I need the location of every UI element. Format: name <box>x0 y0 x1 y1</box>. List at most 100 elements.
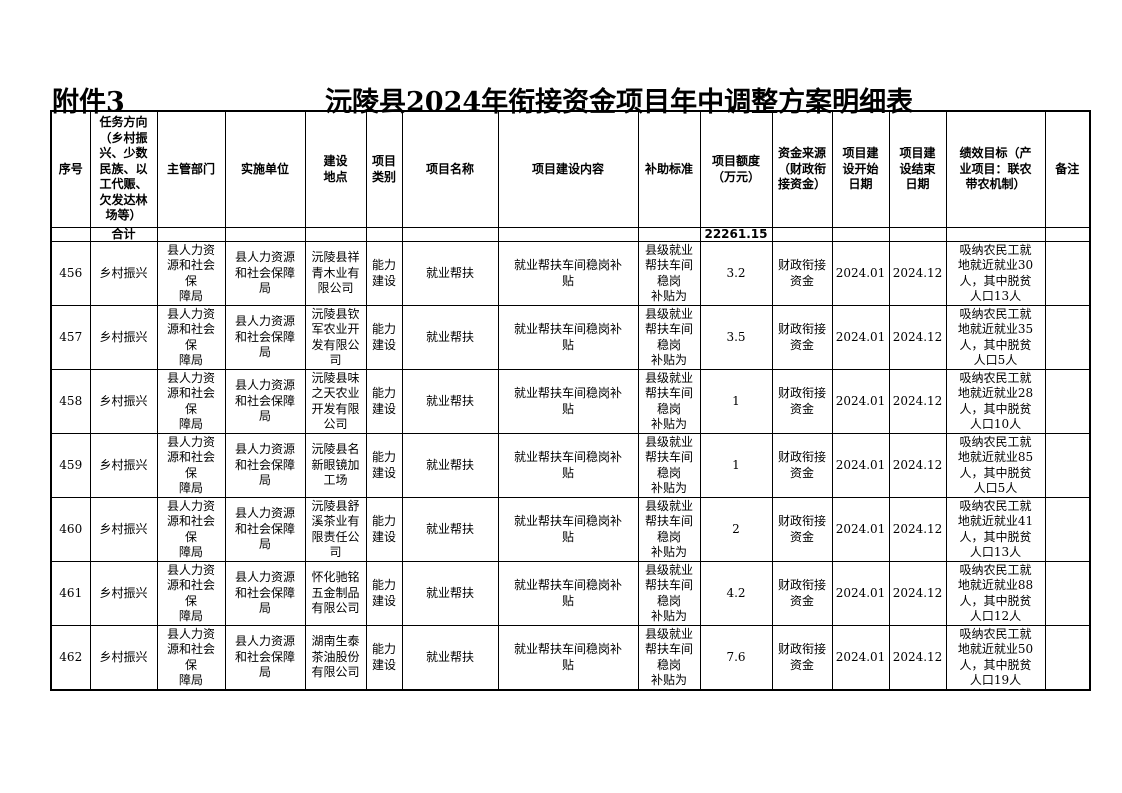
cell-supervising-dept: 县人力资 源和社会 保 障局 <box>156 241 226 306</box>
cell-construction-content: 就业帮扶车间稳岗补 贴 <box>497 305 639 370</box>
cell-location: 沅陵县钦 军农业开 发有限公 司 <box>304 305 367 370</box>
cell-text: 乡村振兴 <box>99 585 148 600</box>
cell-text: 2024.12 <box>892 585 943 600</box>
cell-task-direction: 乡村振兴 <box>89 305 158 370</box>
cell-category: 能力 建设 <box>365 497 403 562</box>
cell-seq: 461 <box>50 561 91 626</box>
cell-text <box>1046 626 1089 689</box>
cell-seq: 459 <box>50 433 91 498</box>
cell-project-name: 就业帮扶 <box>401 305 499 370</box>
cell-project-name: 就业帮扶 <box>401 241 499 306</box>
cell-performance-target: 吸纳农民工就 地就近就业41 人，其中脱贫 人口13人 <box>945 497 1046 562</box>
cell-amount: 4.2 <box>699 561 773 626</box>
cell-amount: 2 <box>699 497 773 562</box>
cell-location: 沅陵县名 新眼镜加 工场 <box>304 433 367 498</box>
cell-seq: 458 <box>50 369 91 434</box>
cell-implementing-unit: 县人力资源 和社会保障 局 <box>224 241 306 306</box>
cell-text: 3.2 <box>726 265 746 280</box>
cell-seq: 456 <box>50 241 91 306</box>
cell-text: 乡村振兴 <box>99 521 148 536</box>
cell-text: 县人力资源 和社会保障 局 <box>234 570 295 616</box>
cell-supervising-dept: 县人力资 源和社会 保 障局 <box>156 625 226 691</box>
cell-text: 就业帮扶车间稳岗补 贴 <box>513 450 622 480</box>
cell-text: 县人力资源 和社会保障 局 <box>234 378 295 424</box>
table-row: 456 乡村振兴 县人力资 源和社会 保 障局 县人力资源 和社会保障 局沅陵县祥 青… <box>50 241 1091 306</box>
total-label: 合计 <box>89 227 158 242</box>
cell-text: 县人力资源 和社会保障 局 <box>234 634 295 680</box>
cell-text <box>1046 435 1089 497</box>
cell-project-name: 就业帮扶 <box>401 433 499 498</box>
cell-end-date: 2024.12 <box>888 305 947 370</box>
cell-subsidy-standard: 县级就业 帮扶车间 稳岗 补贴为 <box>637 561 701 626</box>
cell-text: 就业帮扶 <box>425 521 474 536</box>
cell-fund-source: 财政衔接 资金 <box>771 497 833 562</box>
cell-amount: 3.2 <box>699 241 773 306</box>
cell-remarks <box>1044 241 1091 306</box>
column-header-location: 建设 地点 <box>304 110 367 228</box>
cell-text: 就业帮扶车间稳岗补 贴 <box>513 386 622 416</box>
cell-construction-content: 就业帮扶车间稳岗补 贴 <box>497 369 639 434</box>
cell-text: 吸纳农民工就 地就近就业41 人，其中脱贫 人口13人 <box>957 498 1034 560</box>
cell-performance-target: 吸纳农民工就 地就近就业28 人，其中脱贫 人口10人 <box>945 369 1046 434</box>
cell-text: 2024.01 <box>835 585 886 600</box>
cell-supervising-dept: 县人力资 源和社会 保 障局 <box>156 561 226 626</box>
column-header-label: 主管部门 <box>166 161 215 176</box>
cell-performance-target: 吸纳农民工就 地就近就业30 人，其中脱贫 人口13人 <box>945 241 1046 306</box>
cell-fund-source: 财政衔接 资金 <box>771 369 833 434</box>
cell-amount: 7.6 <box>699 625 773 691</box>
cell-text: 就业帮扶车间稳岗补 贴 <box>513 322 622 352</box>
cell-text: 县人力资 源和社会 保 障局 <box>166 242 215 304</box>
cell-performance-target: 吸纳农民工就 地就近就业35 人，其中脱贫 人口5人 <box>945 305 1046 370</box>
cell-remarks <box>1044 369 1091 434</box>
cell-construction-content: 就业帮扶车间稳岗补 贴 <box>497 241 639 306</box>
cell-text: 就业帮扶 <box>425 585 474 600</box>
cell-start-date: 2024.01 <box>831 369 890 434</box>
cell-task-direction: 乡村振兴 <box>89 497 158 562</box>
cell-text: 能力 建设 <box>371 578 396 608</box>
cell-category: 能力 建设 <box>365 241 403 306</box>
header-row: 序号 任务方向 （乡村振 兴、少数 民族、以 工代赈、 欠发达林 场等） 主管部门 实… <box>50 110 1091 228</box>
cell-supervising-dept: 县人力资 源和社会 保 障局 <box>156 433 226 498</box>
cell-text <box>1046 499 1089 561</box>
column-header-label: 建设 地点 <box>323 154 348 184</box>
cell-text: 2024.01 <box>835 457 886 472</box>
cell-implementing-unit: 县人力资源 和社会保障 局 <box>224 433 306 498</box>
column-header-subsidy-standard: 补助标准 <box>637 110 701 228</box>
cell-text: 县人力资源 和社会保障 局 <box>234 250 295 296</box>
cell-text: 沅陵县味 之天农业 开发有限 公司 <box>311 370 360 432</box>
cell-fund-source: 财政衔接 资金 <box>771 241 833 306</box>
cell-task-direction: 乡村振兴 <box>89 625 158 691</box>
cell-text: 就业帮扶 <box>425 265 474 280</box>
cell-text: 456 <box>59 265 83 280</box>
cell-amount: 3.5 <box>699 305 773 370</box>
column-header-implementing-unit: 实施单位 <box>224 110 306 228</box>
cell-subsidy-standard: 县级就业 帮扶车间 稳岗 补贴为 <box>637 369 701 434</box>
cell-text: 沅陵县名 新眼镜加 工场 <box>311 442 360 488</box>
cell-fund-source: 财政衔接 资金 <box>771 433 833 498</box>
cell-text: 县级就业 帮扶车间 稳岗 补贴为 <box>644 626 693 688</box>
column-header-label: 资金来源 （财政衔 接资金） <box>777 146 826 192</box>
cell-amount: 1 <box>699 433 773 498</box>
column-header-amount: 项目额度 （万元） <box>699 110 773 228</box>
cell-text: 2024.12 <box>892 649 943 664</box>
cell-end-date: 2024.12 <box>888 241 947 306</box>
column-header-label: 绩效目标（产 业项目：联农 带农机制） <box>959 146 1032 192</box>
cell-implementing-unit: 县人力资源 和社会保障 局 <box>224 305 306 370</box>
table-row: 462 乡村振兴 县人力资 源和社会 保 障局 县人力资源 和社会保障 局湖南生泰 茶… <box>50 625 1091 691</box>
cell-text: 吸纳农民工就 地就近就业88 人，其中脱贫 人口12人 <box>957 562 1034 624</box>
cell-text: 2024.12 <box>892 329 943 344</box>
cell-start-date: 2024.01 <box>831 241 890 306</box>
column-header-label: 项目名称 <box>425 161 474 176</box>
cell-task-direction: 乡村振兴 <box>89 433 158 498</box>
cell-location: 沅陵县味 之天农业 开发有限 公司 <box>304 369 367 434</box>
cell-text: 乡村振兴 <box>99 393 148 408</box>
cell-text <box>1046 307 1089 369</box>
cell-subsidy-standard: 县级就业 帮扶车间 稳岗 补贴为 <box>637 305 701 370</box>
cell-supervising-dept: 县人力资 源和社会 保 障局 <box>156 369 226 434</box>
cell-implementing-unit: 县人力资源 和社会保障 局 <box>224 369 306 434</box>
cell-text: 乡村振兴 <box>99 265 148 280</box>
column-header-category: 项目 类别 <box>365 110 403 228</box>
table-row: 458 乡村振兴 县人力资 源和社会 保 障局 县人力资源 和社会保障 局沅陵县味 之… <box>50 369 1091 434</box>
cell-subsidy-standard: 县级就业 帮扶车间 稳岗 补贴为 <box>637 433 701 498</box>
column-header-construction-content: 项目建设内容 <box>497 110 639 228</box>
